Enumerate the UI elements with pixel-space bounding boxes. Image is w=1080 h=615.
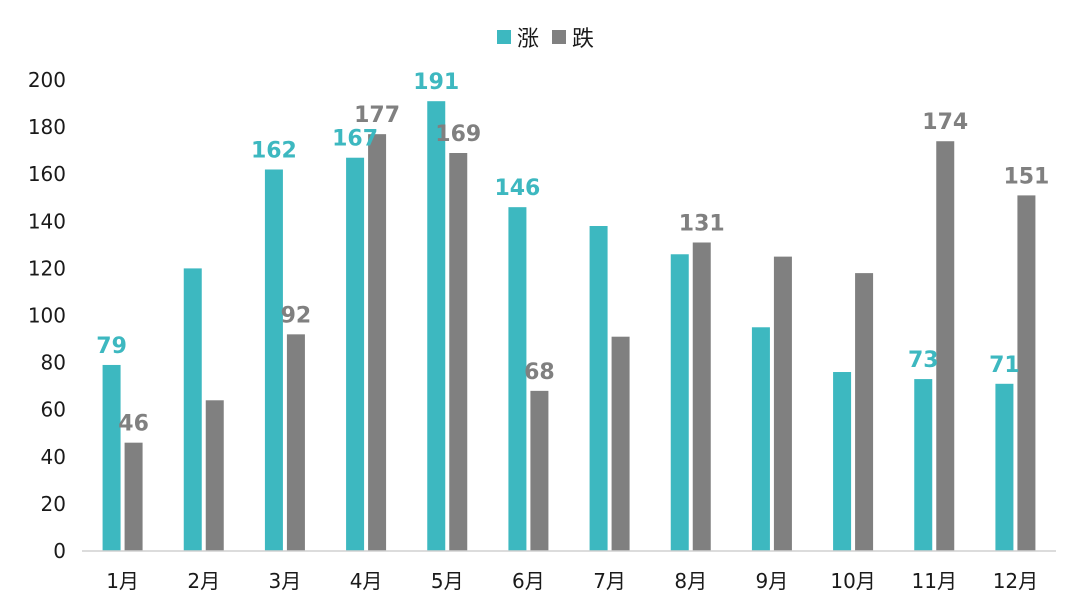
y-tick-label: 200 xyxy=(28,68,66,92)
bar-rise xyxy=(833,372,852,551)
data-label: 146 xyxy=(494,176,540,201)
bar-fall xyxy=(773,256,792,551)
bar-rise xyxy=(751,327,770,551)
y-tick-label: 120 xyxy=(28,256,66,280)
bar-rise xyxy=(427,101,446,551)
bar-rise xyxy=(914,379,933,551)
legend-swatch xyxy=(497,30,511,44)
x-tick-label: 2月 xyxy=(187,569,220,593)
data-label: 131 xyxy=(679,211,725,236)
data-label: 174 xyxy=(922,110,968,135)
x-axis: 1月 2月 3月 4月 5月 6月 7月 8月 9月 10月 11月 12月 xyxy=(82,550,1056,593)
data-label: 151 xyxy=(1003,164,1049,189)
bar-rise xyxy=(995,383,1014,551)
data-label: 169 xyxy=(435,122,481,147)
bar-rise xyxy=(589,226,608,551)
data-label: 71 xyxy=(989,353,1020,378)
y-tick-label: 80 xyxy=(41,351,66,375)
x-tick-label: 9月 xyxy=(756,569,789,593)
x-tick-label: 5月 xyxy=(431,569,464,593)
bar-fall xyxy=(368,134,387,552)
bars xyxy=(102,101,1036,552)
bar-rise xyxy=(102,364,121,551)
bar-rise xyxy=(670,254,689,551)
bar-rise xyxy=(183,268,202,551)
y-axis: 0 20 40 60 80 100 120 140 160 180 200 xyxy=(28,68,66,563)
y-tick-label: 0 xyxy=(53,539,66,563)
bar-rise xyxy=(508,207,527,552)
data-label: 177 xyxy=(354,103,400,128)
x-tick-label: 8月 xyxy=(674,569,707,593)
x-tick-label: 3月 xyxy=(269,569,302,593)
bar-fall xyxy=(286,334,305,551)
y-tick-label: 180 xyxy=(28,115,66,139)
x-tick-label: 7月 xyxy=(593,569,626,593)
x-tick-label: 6月 xyxy=(512,569,545,593)
y-tick-label: 40 xyxy=(41,445,66,469)
x-tick-label: 1月 xyxy=(106,569,139,593)
data-label: 92 xyxy=(281,303,312,328)
x-tick-label: 11月 xyxy=(912,569,957,593)
data-label: 79 xyxy=(96,334,127,359)
y-tick-label: 20 xyxy=(41,492,66,516)
bar-fall xyxy=(611,336,630,551)
bar-fall xyxy=(449,153,468,551)
legend-label: 跌 xyxy=(572,27,594,52)
data-label: 68 xyxy=(524,360,555,385)
bar-rise xyxy=(346,157,365,551)
data-label: 73 xyxy=(908,348,939,373)
bar-fall xyxy=(936,141,955,552)
bar-fall xyxy=(205,400,224,551)
x-tick-label: 4月 xyxy=(350,569,383,593)
data-label: 167 xyxy=(332,127,378,152)
legend: 涨跌 xyxy=(497,27,594,52)
x-tick-label: 12月 xyxy=(993,569,1038,593)
data-label: 46 xyxy=(118,412,149,437)
y-tick-label: 140 xyxy=(28,209,66,233)
bar-fall xyxy=(855,273,874,551)
bar-fall xyxy=(124,442,143,551)
bar-fall xyxy=(1017,195,1036,551)
legend-swatch xyxy=(552,30,566,44)
x-tick-label: 10月 xyxy=(830,569,875,593)
data-labels: 79 162 167 191 146 73 71 46 92 177 169 68 131 174 151 xyxy=(96,70,1049,436)
bar-fall xyxy=(530,390,549,551)
data-label: 162 xyxy=(251,138,297,163)
bar-rise xyxy=(264,169,283,552)
y-tick-label: 160 xyxy=(28,162,66,186)
legend-label: 涨 xyxy=(517,27,539,52)
bar-fall xyxy=(692,242,711,551)
data-label: 191 xyxy=(413,70,459,95)
y-tick-label: 100 xyxy=(28,304,66,328)
y-tick-label: 60 xyxy=(41,398,66,422)
